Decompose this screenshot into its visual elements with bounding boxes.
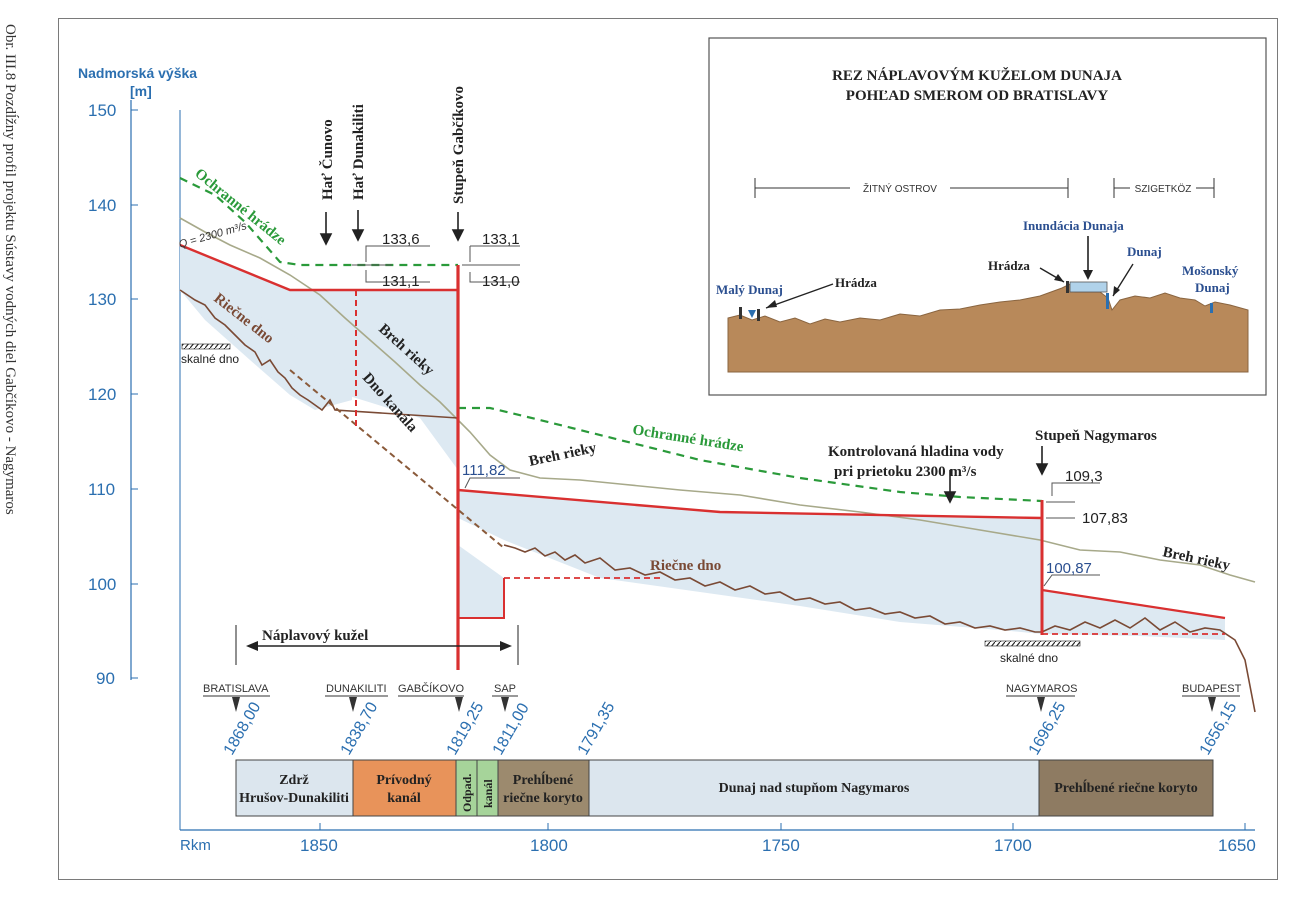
- hat-dunakiliti-label: Hať Dunakiliti: [351, 104, 367, 200]
- river-bed-line: [179, 289, 459, 419]
- station-name: DUNAKILITI: [326, 683, 387, 695]
- szigetkoz-label: SZIGETKÖZ: [1135, 183, 1192, 195]
- y-axis-title-2: [m]: [130, 83, 152, 99]
- alluvial-cone-label: Náplavový kužel: [262, 628, 368, 644]
- dike-line-upper: [179, 177, 458, 267]
- hradza-label: Hrádza: [988, 258, 1030, 273]
- river-bank-line: [179, 217, 1256, 583]
- bedrock-hatch-1: [181, 343, 231, 350]
- dike-line-lower: [458, 406, 1043, 503]
- level-label: 109,3: [1065, 468, 1103, 485]
- station-rkm: 1838,70: [338, 699, 382, 758]
- segment-label: Hrušov-Dunakiliti: [239, 791, 349, 806]
- x-tick-label: 1850: [300, 836, 338, 855]
- inset-title-1: REZ NÁPLAVOVÝM KUŽELOM DUNAJA: [832, 67, 1122, 84]
- segment-label: kanál: [387, 791, 421, 806]
- y-tick-label: 150: [88, 101, 116, 120]
- controlled-level-label: Kontrolovaná hladina vody: [828, 444, 1004, 460]
- level-callouts: [352, 245, 1100, 587]
- level-label: 111,82: [462, 462, 506, 479]
- station-rkm: 1868,00: [221, 699, 265, 758]
- inset-title-2: POHĽAD SMEROM OD BRATISLAVY: [846, 88, 1109, 104]
- station-rkm: 1656,15: [1197, 699, 1241, 758]
- flow-label: Q = 2300 m³/s: [178, 220, 249, 251]
- mosonsky-label: Dunaj: [1195, 280, 1230, 295]
- mosonsky-label: Mošonský: [1182, 263, 1239, 278]
- segment-label: Zdrž: [279, 773, 309, 788]
- x-axis: Rkm 1850 1800 1750 1700 1650: [179, 110, 1256, 855]
- hradza-label: Hrádza: [835, 275, 877, 290]
- segment-label: kanál: [481, 779, 495, 808]
- segment-label: riečne koryto: [503, 791, 583, 806]
- station-name: BUDAPEST: [1182, 683, 1242, 695]
- zitny-ostrov-label: ŽITNÝ OSTROV: [863, 182, 937, 195]
- y-tick-label: 90: [96, 669, 115, 688]
- station-name: BRATISLAVA: [203, 683, 269, 695]
- y-tick-label: 110: [88, 480, 115, 499]
- x-tick-label: 1650: [1218, 836, 1256, 855]
- bedrock-hatch-2: [984, 640, 1081, 647]
- segment-label: Prehĺbené: [513, 770, 573, 788]
- main-water-fill: [458, 490, 1042, 634]
- cross-section-inset: REZ NÁPLAVOVÝM KUŽELOM DUNAJA POHĽAD SME…: [708, 37, 1267, 396]
- segment-label: Prehĺbené riečne koryto: [1054, 778, 1198, 796]
- bank-label: Breh rieky: [1161, 544, 1232, 574]
- station-rkm: 1791,35: [575, 699, 619, 758]
- segment-label: Prívodný: [376, 773, 431, 788]
- maly-dunaj-label: Malý Dunaj: [716, 282, 783, 297]
- level-label: 131,1: [382, 273, 420, 290]
- riverbed-label: Riečne dno: [650, 558, 721, 574]
- river-bed-line-2: [503, 544, 1256, 713]
- station-rkm: 1811,00: [490, 700, 533, 758]
- y-axis-title-1: Nadmorská výška: [78, 65, 197, 81]
- x-tick-label: 1750: [762, 836, 800, 855]
- y-tick-label: 120: [88, 385, 116, 404]
- level-label: 133,6: [382, 231, 420, 248]
- stations: BRATISLAVA DUNAKILITI GABČÍKOVO SAP NAGY…: [203, 682, 1242, 758]
- station-name: GABČÍKOVO: [398, 682, 464, 695]
- skalne-dno-label: skalné dno: [181, 352, 239, 366]
- level-label: 131,0: [482, 273, 520, 290]
- water-level-main: [457, 488, 1043, 520]
- station-name: NAGYMAROS: [1006, 683, 1078, 695]
- stupen-nagymaros-label: Stupeň Nagymaros: [1035, 428, 1157, 444]
- canal-bed-dashed: [289, 369, 505, 549]
- skalne-dno-label: skalné dno: [1000, 651, 1058, 665]
- x-tick-label: 1700: [994, 836, 1032, 855]
- level-label: 100,87: [1046, 560, 1092, 577]
- hat-cunovo-label: Hať Čunovo: [319, 119, 336, 200]
- x-axis-title: Rkm: [180, 837, 211, 854]
- station-name: SAP: [494, 683, 516, 695]
- alluvial-cone-span: Náplavový kužel: [235, 625, 519, 665]
- level-label: 133,1: [482, 231, 520, 248]
- segment-label: Dunaj nad stupňom Nagymaros: [719, 781, 910, 796]
- odpad-kanal-outline: [458, 578, 505, 619]
- segment-bar: Zdrž Hrušov-Dunakiliti Prívodný kanál Od…: [235, 759, 1214, 817]
- dike-label: Ochranné hrádze: [631, 422, 745, 455]
- controlled-level-label: pri prietoku 2300 m³/s: [834, 464, 977, 480]
- stupen-gabcikovo-label: Stupeň Gabčíkovo: [451, 86, 467, 204]
- y-tick-label: 130: [88, 290, 116, 309]
- structure-arrows: [319, 210, 1049, 504]
- bank-label: Breh rieky: [528, 440, 599, 470]
- y-tick-label: 100: [88, 575, 116, 594]
- station-rkm: 1696,25: [1026, 699, 1070, 758]
- station-rkm: 1819,25: [444, 699, 488, 758]
- upper-basin-fill: [180, 245, 458, 420]
- y-tick-label: 140: [88, 196, 116, 215]
- x-tick-label: 1800: [530, 836, 568, 855]
- water-level-upper: [179, 243, 458, 292]
- terrain-profile: [727, 283, 1249, 373]
- lower-water-fill: [1042, 590, 1225, 640]
- water-level-lower: [1041, 588, 1226, 620]
- y-axis: Nadmorská výška [m] 150 140 130 120 110 …: [78, 65, 197, 688]
- level-label: 107,83: [1082, 510, 1128, 527]
- dunaj-label: Dunaj: [1127, 244, 1162, 259]
- inundacia-label: Inundácia Dunaja: [1023, 218, 1124, 233]
- segment-label: Odpad.: [460, 774, 474, 812]
